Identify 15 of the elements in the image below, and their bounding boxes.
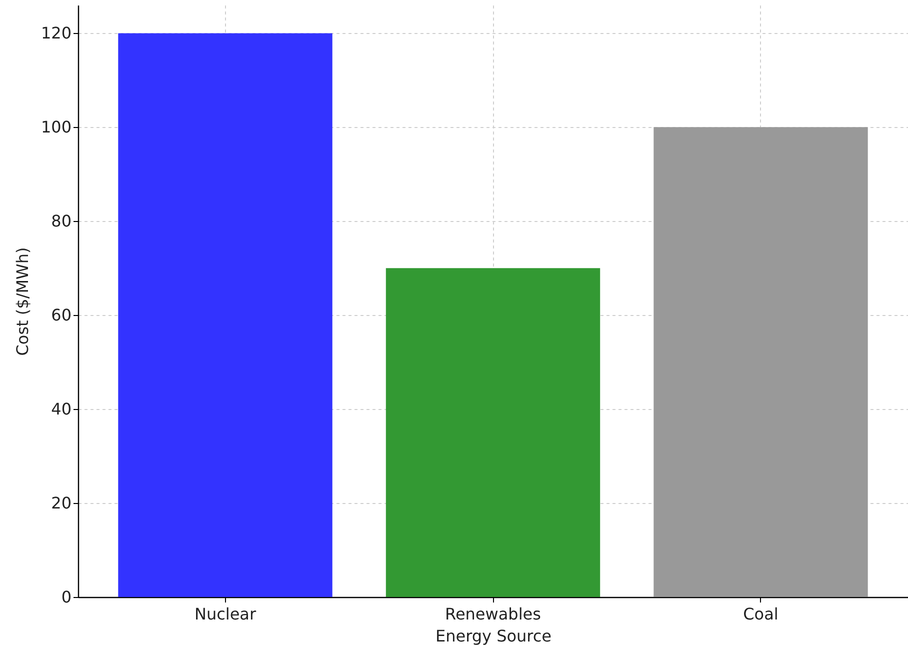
- y-axis-title: Cost ($/MWh): [12, 247, 32, 356]
- y-tick-label: 20: [51, 494, 72, 513]
- x-tick-label: Nuclear: [194, 604, 256, 624]
- x-tick-label: Renewables: [445, 604, 541, 624]
- y-tick-label: 40: [51, 400, 72, 419]
- y-tick-label: 0: [61, 588, 72, 606]
- y-tick-label: 100: [40, 118, 72, 137]
- bar: [118, 33, 332, 597]
- y-tick-label: 60: [51, 306, 72, 325]
- x-axis-title: Energy Source: [435, 626, 552, 646]
- bar: [386, 268, 600, 597]
- y-tick-label: 80: [51, 212, 72, 231]
- x-tick-label: Coal: [743, 604, 778, 624]
- bar: [654, 127, 868, 597]
- y-tick-label: 120: [40, 24, 72, 43]
